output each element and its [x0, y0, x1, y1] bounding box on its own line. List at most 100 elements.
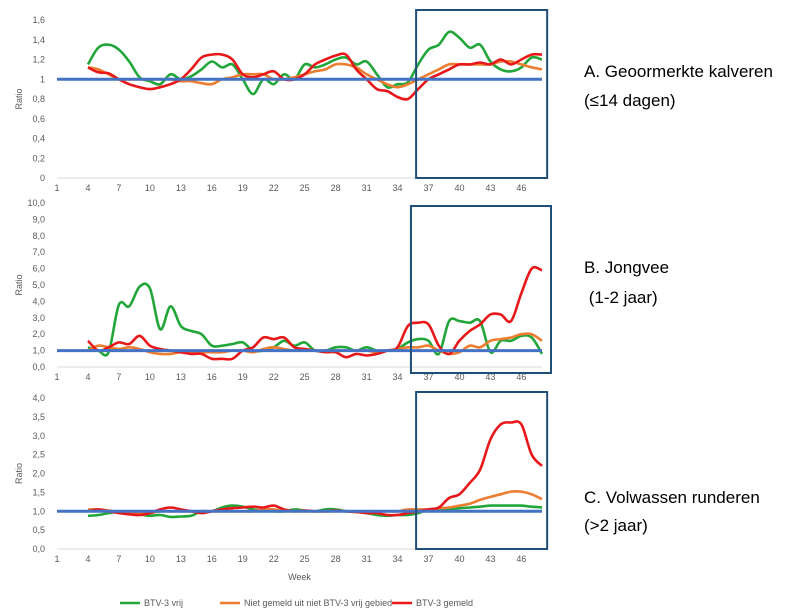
y-tick-label: 1,2 [32, 55, 45, 65]
x-tick-label: 1 [54, 372, 59, 382]
x-tick-label: 46 [516, 372, 526, 382]
y-tick-label: 2,0 [32, 329, 45, 339]
y-tick-label: 2,0 [32, 469, 45, 479]
y-tick-label: 1,4 [32, 35, 45, 45]
x-tick-label: 40 [454, 183, 464, 193]
legend-label-red: BTV-3 gemeld [416, 598, 473, 608]
y-tick-label: 0,4 [32, 134, 45, 144]
y-axis-label: Ratio [14, 463, 24, 484]
highlight-box [409, 205, 552, 374]
x-tick-label: 25 [300, 372, 310, 382]
y-tick-label: 1,5 [32, 487, 45, 497]
x-tick-label: 4 [85, 554, 90, 564]
green-series-line [86, 30, 543, 96]
y-tick-label: 1 [40, 74, 45, 84]
y-tick-label: 3,0 [32, 431, 45, 441]
x-tick-label: 31 [362, 372, 372, 382]
x-tick-label: 22 [269, 372, 279, 382]
chart-c-adult-cattle: 0,0 0,5 1,0 1,5 2,0 2,5 3,0 3,5 4,0 1 4 7 10 13 16 19 22… [14, 391, 549, 582]
y-tick-label: 0,5 [32, 525, 45, 535]
x-tick-label: 16 [207, 372, 217, 382]
highlight-box [415, 9, 549, 179]
panel-a-title: A. Geoormerkte kalveren [584, 62, 773, 81]
x-tick-label: 43 [485, 372, 495, 382]
x-tick-label: 43 [485, 183, 495, 193]
y-tick-label: 1,0 [32, 506, 45, 516]
panel-b-subtitle: (1-2 jaar) [584, 288, 658, 307]
x-tick-label: 4 [85, 372, 90, 382]
y-axis-label: Ratio [14, 88, 24, 109]
x-tick-label: 13 [176, 554, 186, 564]
x-tick-label: 7 [116, 554, 121, 564]
y-tick-label: 2,5 [32, 450, 45, 460]
x-tick-label: 19 [238, 372, 248, 382]
x-tick-label: 37 [423, 372, 433, 382]
y-tick-label: 4,0 [32, 296, 45, 306]
x-tick-label: 28 [331, 183, 341, 193]
y-tick-label: 4,0 [32, 393, 45, 403]
x-tick-label: 4 [85, 183, 90, 193]
x-tick-label: 25 [300, 554, 310, 564]
y-axis-label: Ratio [14, 274, 24, 295]
highlight-box [415, 391, 549, 550]
y-tick-label: 0,0 [32, 544, 45, 554]
x-tick-label: 22 [269, 554, 279, 564]
y-tick-label: 0,2 [32, 153, 45, 163]
x-tick-label: 10 [145, 554, 155, 564]
x-tick-label: 40 [454, 372, 464, 382]
y-tick-label: 3,0 [32, 313, 45, 323]
x-tick-label: 1 [54, 554, 59, 564]
x-tick-label: 19 [238, 183, 248, 193]
x-tick-label: 31 [362, 554, 372, 564]
x-axis-label: Week [288, 572, 311, 582]
y-tick-label: 7,0 [32, 247, 45, 257]
x-tick-label: 37 [423, 554, 433, 564]
x-tick-label: 7 [116, 183, 121, 193]
legend-label-green: BTV-3 vrij [144, 598, 183, 608]
y-tick-label: 9,0 [32, 214, 45, 224]
x-tick-label: 16 [207, 554, 217, 564]
x-tick-label: 10 [145, 372, 155, 382]
panel-b-title: B. Jongvee [584, 258, 670, 277]
panel-c-title: C. Volwassen runderen [584, 488, 760, 507]
x-tick-label: 31 [362, 183, 372, 193]
y-tick-label: 0,6 [32, 114, 45, 124]
y-tick-label: 8,0 [32, 231, 45, 241]
legend: BTV-3 vrij Niet gemeld uit niet BTV-3 vr… [120, 598, 473, 608]
y-tick-label: 1,6 [32, 15, 45, 25]
green-series-line [87, 282, 544, 357]
y-tick-label: 5,0 [32, 280, 45, 290]
x-tick-label: 37 [423, 183, 433, 193]
x-tick-label: 1 [54, 183, 59, 193]
x-tick-label: 34 [393, 554, 403, 564]
y-tick-label: 10,0 [27, 198, 45, 208]
x-tick-label: 28 [331, 372, 341, 382]
chart-b-young-cattle: 0,0 1,0 2,0 3,0 4,0 5,0 6,0 7,0 8,0 9,0 10,0 1 4 7 10 1… [14, 198, 552, 382]
x-tick-label: 10 [145, 183, 155, 193]
x-tick-label: 25 [300, 183, 310, 193]
x-tick-label: 40 [454, 554, 464, 564]
x-tick-label: 28 [331, 554, 341, 564]
panel-a-subtitle: (≤14 dagen) [584, 91, 676, 110]
y-tick-label: 1,0 [32, 346, 45, 356]
x-tick-label: 7 [116, 372, 121, 382]
x-tick-label: 16 [207, 183, 217, 193]
y-tick-label: 0,0 [32, 362, 45, 372]
chart-a-calves: 0 0,2 0,4 0,6 0,8 1 1,2 1,4 1,6 1 4 7 10 13 16 19 22 25 28… [14, 9, 549, 193]
x-tick-label: 22 [269, 183, 279, 193]
legend-label-orange: Niet gemeld uit niet BTV-3 vrij gebied [244, 598, 392, 608]
x-tick-label: 34 [393, 183, 403, 193]
x-tick-label: 34 [393, 372, 403, 382]
red-series-line [87, 52, 543, 101]
y-tick-label: 3,5 [32, 412, 45, 422]
y-tick-label: 0,8 [32, 94, 45, 104]
x-tick-label: 43 [485, 554, 495, 564]
x-tick-label: 46 [516, 554, 526, 564]
panel-c-subtitle: (>2 jaar) [584, 516, 648, 535]
x-tick-label: 13 [176, 183, 186, 193]
y-tick-label: 6,0 [32, 264, 45, 274]
y-tick-label: 0 [40, 173, 45, 183]
x-tick-label: 19 [238, 554, 248, 564]
x-tick-label: 13 [176, 372, 186, 382]
